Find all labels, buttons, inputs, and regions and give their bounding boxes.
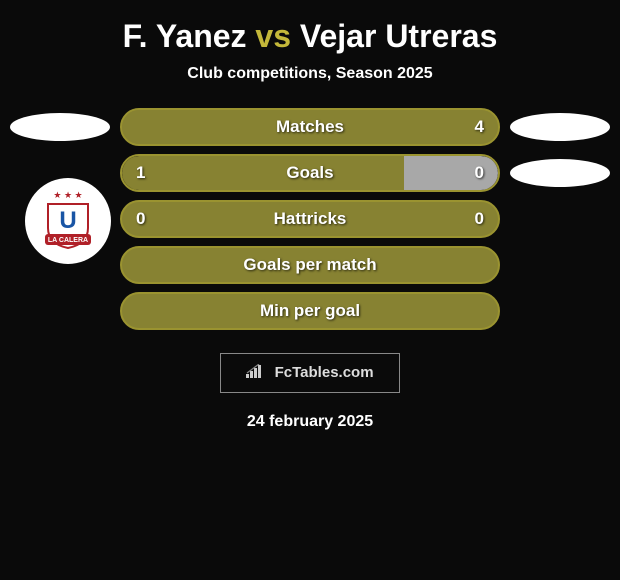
attribution-box: FcTables.com [220,353,399,393]
stat-bar: Matches 4 [120,108,500,146]
stat-bar: 0 Hattricks 0 [120,200,500,238]
svg-text:U: U [59,207,76,234]
badge-text: LA CALERA [48,237,88,244]
player-oval-right [510,113,610,141]
stat-value-right: 4 [475,117,484,137]
stat-label: Goals [286,163,333,183]
team-badge-left: ★ ★ ★ U LA CALERA [25,178,111,264]
stat-bar: 1 Goals 0 [120,154,500,192]
bar-fill-left [122,156,404,190]
chart-icon [246,364,264,382]
stat-value-left: 0 [136,209,145,229]
page-title: F. Yanez vs Vejar Utreras [0,18,620,55]
stat-label: Goals per match [243,255,376,275]
player2-name: Vejar Utreras [300,18,497,54]
stat-label: Min per goal [260,301,360,321]
player1-name: F. Yanez [123,18,247,54]
date-text: 24 february 2025 [0,413,620,431]
subtitle: Club competitions, Season 2025 [0,65,620,83]
stat-row: Matches 4 [0,108,620,146]
player-oval-right [510,159,610,187]
stat-value-right: 0 [475,163,484,183]
stat-label: Hattricks [274,209,347,229]
player-oval-left [10,113,110,141]
stat-value-right: 0 [475,209,484,229]
stat-row: Min per goal [0,292,620,330]
stat-bar: Goals per match [120,246,500,284]
stat-label: Matches [276,117,344,137]
vs-text: vs [255,18,291,54]
attribution-text: FcTables.com [275,364,374,381]
stat-bar: Min per goal [120,292,500,330]
svg-text:★ ★ ★: ★ ★ ★ [53,190,82,200]
stat-value-left: 1 [136,163,145,183]
